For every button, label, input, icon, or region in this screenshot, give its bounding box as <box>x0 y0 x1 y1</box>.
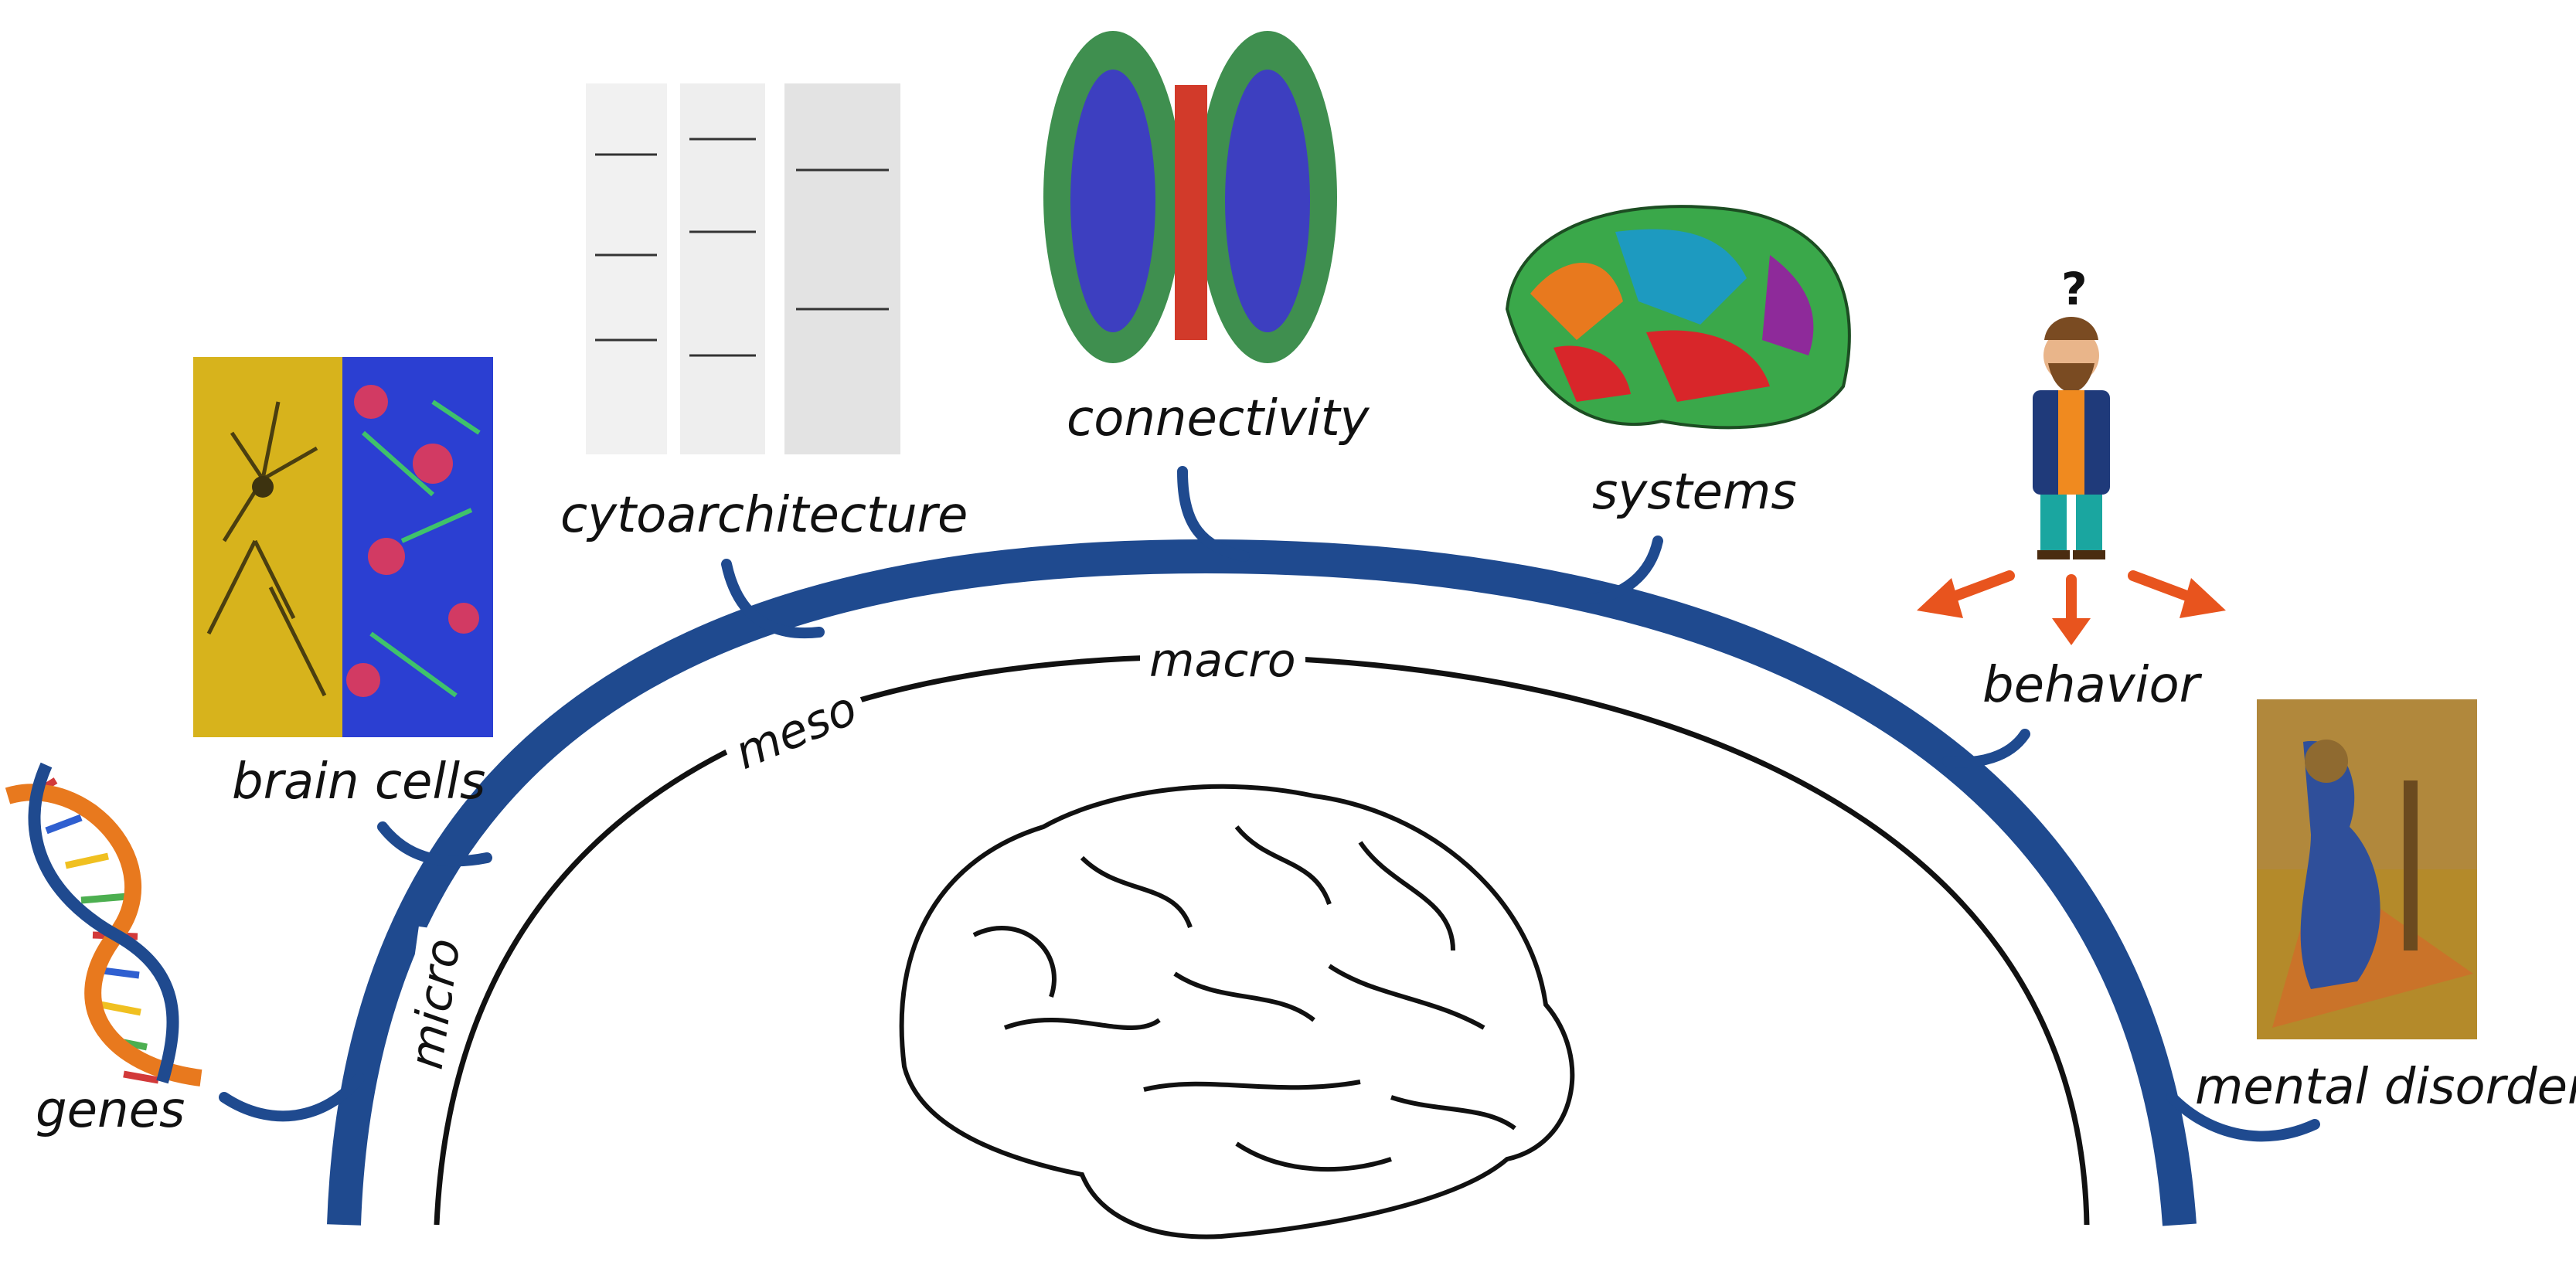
person-icon <box>2033 317 2110 559</box>
systems-brain-image <box>1505 205 1851 430</box>
mental-disorders-painting <box>2257 699 2477 1039</box>
label-cytoarchitecture: cytoarchitecture <box>560 487 968 544</box>
branch-brain-cells <box>377 821 492 867</box>
label-connectivity: connectivity <box>1067 390 1370 447</box>
cytoarchitecture-image <box>586 83 900 454</box>
branch-cytoarchitecture <box>721 559 825 639</box>
branch-behavior <box>1942 729 2030 768</box>
behavior-arrows <box>1917 570 2226 645</box>
branch-systems <box>1587 536 1663 604</box>
scale-macro: macro <box>1140 634 1305 688</box>
label-systems: systems <box>1592 464 1797 521</box>
brain-outline-icon <box>899 784 1575 1239</box>
label-mental-disorders: mental disorders <box>2195 1059 2576 1116</box>
arrow-icon <box>2052 574 2091 645</box>
brain-cells-image <box>193 357 493 737</box>
label-genes: genes <box>36 1082 185 1139</box>
connectivity-image <box>1043 31 1337 363</box>
dna-helix-icon <box>5 762 202 1086</box>
arc-branches <box>219 466 2320 1142</box>
label-behavior: behavior <box>1982 657 2200 714</box>
arrow-icon <box>2128 570 2226 618</box>
branch-genes <box>219 1073 365 1122</box>
outer-arc <box>327 539 2197 1226</box>
question-mark-label: ? <box>2061 263 2088 315</box>
inner-scale-arc <box>434 654 2090 1226</box>
branch-mental-disorders <box>2166 1092 2320 1142</box>
label-brain-cells: brain cells <box>232 753 486 811</box>
arrow-icon <box>1917 570 2015 618</box>
branch-connectivity <box>1177 466 1250 562</box>
